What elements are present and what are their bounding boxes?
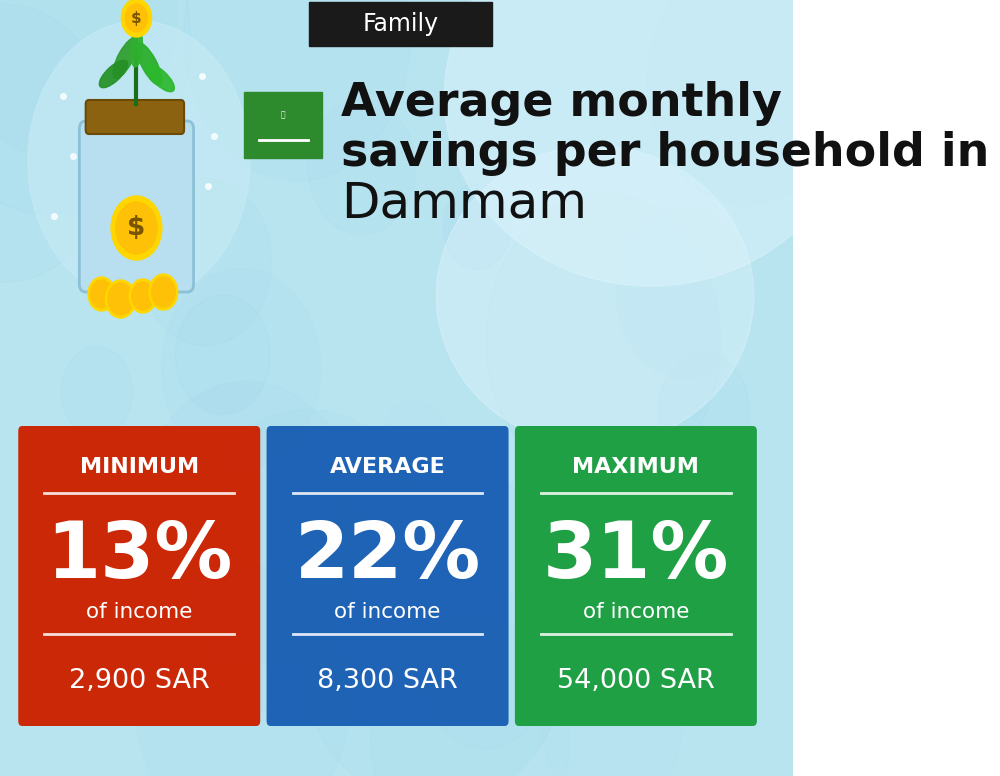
- Text: Dammam: Dammam: [341, 180, 587, 228]
- Text: of income: of income: [86, 602, 192, 622]
- Ellipse shape: [436, 146, 754, 446]
- Text: Family: Family: [363, 12, 439, 36]
- Circle shape: [108, 283, 133, 315]
- Circle shape: [33, 577, 107, 670]
- Text: of income: of income: [583, 602, 689, 622]
- Text: 8,300 SAR: 8,300 SAR: [317, 668, 458, 694]
- Text: savings per household in: savings per household in: [341, 131, 990, 176]
- Text: of income: of income: [334, 602, 441, 622]
- Circle shape: [486, 192, 721, 488]
- FancyBboxPatch shape: [267, 426, 509, 726]
- Bar: [309, 2, 492, 46]
- Text: 13%: 13%: [46, 518, 232, 594]
- Circle shape: [162, 268, 321, 469]
- Circle shape: [116, 202, 157, 254]
- Circle shape: [308, 99, 416, 234]
- Circle shape: [0, 0, 191, 215]
- Ellipse shape: [130, 29, 143, 67]
- Text: 2,900 SAR: 2,900 SAR: [69, 668, 210, 694]
- Circle shape: [647, 0, 844, 206]
- Circle shape: [125, 4, 148, 32]
- Circle shape: [28, 21, 250, 301]
- Circle shape: [149, 274, 178, 310]
- Circle shape: [139, 178, 272, 345]
- Circle shape: [134, 564, 349, 776]
- Circle shape: [106, 280, 136, 318]
- Bar: [244, 92, 322, 158]
- FancyBboxPatch shape: [515, 426, 757, 726]
- Text: 54,000 SAR: 54,000 SAR: [557, 668, 715, 694]
- Text: $: $: [131, 11, 142, 26]
- Text: ﷽: ﷽: [281, 110, 286, 120]
- Circle shape: [659, 353, 749, 466]
- FancyBboxPatch shape: [79, 121, 194, 292]
- Circle shape: [0, 4, 115, 282]
- Circle shape: [121, 0, 152, 37]
- Text: MINIMUM: MINIMUM: [80, 457, 199, 477]
- Circle shape: [61, 347, 132, 437]
- Circle shape: [134, 382, 359, 666]
- FancyBboxPatch shape: [18, 426, 260, 726]
- Circle shape: [184, 0, 410, 181]
- Circle shape: [421, 587, 550, 749]
- Ellipse shape: [99, 61, 128, 88]
- Circle shape: [86, 607, 162, 703]
- Circle shape: [443, 184, 511, 269]
- Text: MAXIMUM: MAXIMUM: [572, 457, 699, 477]
- Text: Average monthly: Average monthly: [341, 81, 782, 126]
- Circle shape: [185, 410, 432, 722]
- Circle shape: [294, 457, 573, 776]
- Ellipse shape: [444, 0, 857, 286]
- Circle shape: [152, 277, 175, 307]
- Circle shape: [132, 282, 154, 310]
- Ellipse shape: [146, 64, 174, 92]
- Circle shape: [90, 280, 113, 308]
- Circle shape: [88, 277, 115, 311]
- Ellipse shape: [136, 43, 162, 85]
- Circle shape: [129, 279, 156, 313]
- Circle shape: [175, 295, 270, 414]
- Text: $: $: [127, 215, 146, 241]
- Text: 31%: 31%: [543, 518, 729, 594]
- Circle shape: [111, 196, 162, 260]
- Text: AVERAGE: AVERAGE: [330, 457, 445, 477]
- Ellipse shape: [113, 38, 138, 78]
- FancyBboxPatch shape: [86, 100, 184, 134]
- Text: 22%: 22%: [294, 518, 481, 594]
